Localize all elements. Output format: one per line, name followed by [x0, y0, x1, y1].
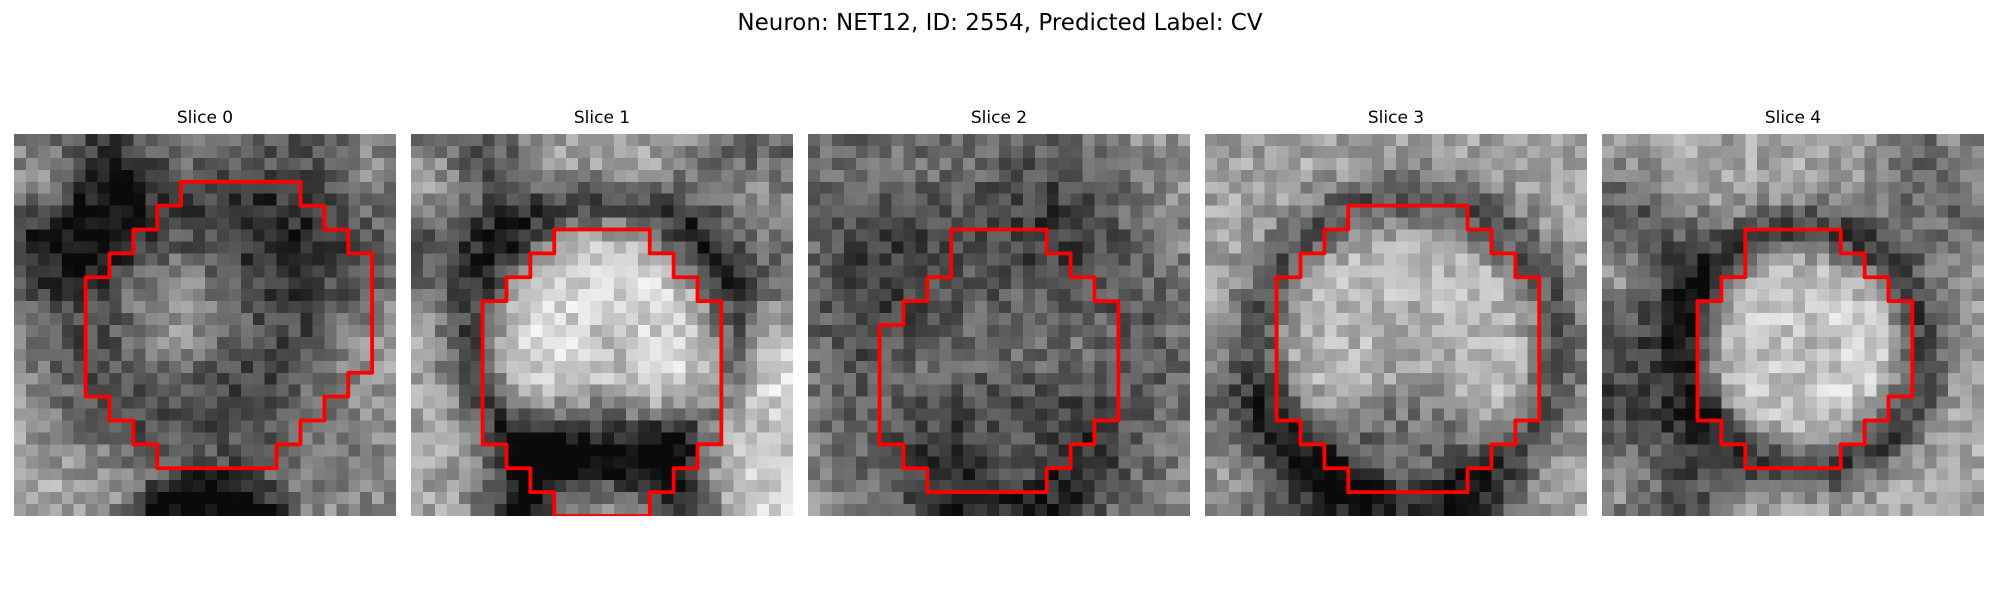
grayscale-pixels: [1205, 134, 1587, 516]
grayscale-pixels: [808, 134, 1190, 516]
slice-panel-0: Slice 0: [14, 106, 396, 516]
slice-image-0: [14, 134, 396, 516]
slice-image-1: [411, 134, 793, 516]
grayscale-pixels: [1602, 134, 1984, 516]
slice-image-3: [1205, 134, 1587, 516]
roi-contour: [480, 227, 724, 516]
roi-contour: [1695, 227, 1915, 471]
slice-title-3: Slice 3: [1367, 108, 1425, 128]
slice-image-2: [808, 134, 1190, 516]
roi-contour: [1274, 203, 1542, 495]
slice-image-4: [1602, 134, 1984, 516]
figure-title: Neuron: NET12, ID: 2554, Predicted Label…: [737, 10, 1263, 36]
slice-panel-2: Slice 2: [808, 106, 1190, 516]
slice-panel-1: Slice 1: [411, 106, 793, 516]
roi-contour: [877, 227, 1121, 495]
grayscale-pixels: [14, 134, 396, 516]
slice-title-1: Slice 1: [573, 108, 631, 128]
slice-title-4: Slice 4: [1764, 108, 1822, 128]
roi-contour: [83, 179, 375, 471]
slice-title-2: Slice 2: [970, 108, 1028, 128]
slice-panel-4: Slice 4: [1602, 106, 1984, 516]
slice-title-0: Slice 0: [176, 108, 234, 128]
grayscale-pixels: [411, 134, 793, 516]
slice-panel-3: Slice 3: [1205, 106, 1587, 516]
